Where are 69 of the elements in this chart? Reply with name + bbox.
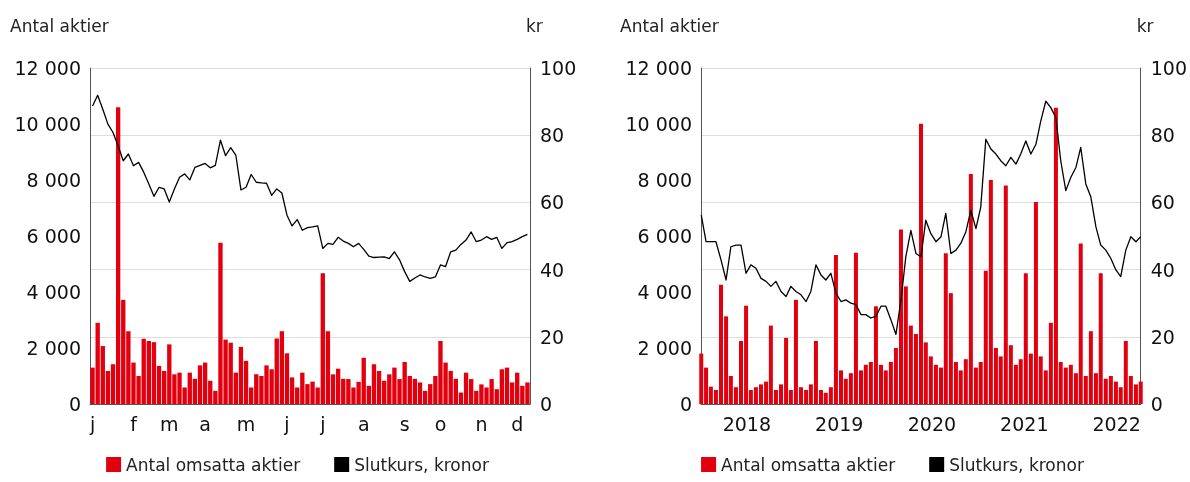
bar <box>151 342 157 404</box>
y-tick-label: 8 000 <box>26 169 81 191</box>
legend-label: Slutkurs, kronor <box>949 454 1084 475</box>
x-tick-label: f <box>130 412 139 435</box>
y2-tick-label: 60 <box>1150 191 1175 214</box>
y2-tick-label: 80 <box>1150 124 1175 147</box>
y2-tick-label: 80 <box>540 124 565 147</box>
y-tick-label: 6 000 <box>637 225 692 247</box>
y-tick-label: 12 000 <box>14 57 81 79</box>
y-tick-label: 8 000 <box>637 169 692 191</box>
y-tick-label: 0 <box>679 393 692 415</box>
y-axis-title: Antal aktier <box>10 15 109 36</box>
bar <box>699 353 704 404</box>
bar <box>115 107 121 404</box>
x-tick-label: 2018 <box>722 412 771 435</box>
bar <box>197 365 203 404</box>
y2-tick-label: 40 <box>540 258 565 281</box>
y-tick-label: 4 000 <box>637 281 692 303</box>
bar <box>499 369 505 404</box>
bar <box>335 368 341 404</box>
x-tick-label: d <box>511 412 524 435</box>
legend-label: Antal omsatta aktier <box>126 454 301 475</box>
y2-tick-label: 100 <box>540 57 577 79</box>
bar <box>412 378 418 404</box>
bar <box>371 364 377 404</box>
x-tick-label: 2021 <box>1000 412 1049 435</box>
y-tick-label: 2 000 <box>637 337 692 359</box>
x-tick-label: a <box>357 412 370 435</box>
y-tick-label: 10 000 <box>625 113 692 135</box>
x-tick-label: 2019 <box>815 412 864 435</box>
y2-tick-label: 0 <box>540 393 553 415</box>
bar <box>417 382 423 404</box>
x-tick-label: o <box>434 412 447 435</box>
x-tick-label: m <box>160 412 179 435</box>
bar <box>463 372 469 404</box>
line-series <box>700 100 1142 336</box>
bar <box>504 367 510 404</box>
bar <box>146 341 152 404</box>
x-tick-label: a <box>199 412 211 435</box>
legend-label: Slutkurs, kronor <box>354 454 489 475</box>
y-tick-label: 2 000 <box>26 337 81 359</box>
y2-axis-title: kr <box>526 15 543 36</box>
x-tick-label: j <box>319 412 326 435</box>
x-tick-label: 2020 <box>907 412 957 435</box>
x-tick-label: s <box>399 412 410 435</box>
y-tick-label: 6 000 <box>26 225 81 247</box>
x-tick-label: 2022 <box>1092 412 1141 435</box>
y2-tick-label: 60 <box>540 191 565 214</box>
line-series <box>91 94 529 283</box>
x-tick-label: m <box>236 412 256 435</box>
y-tick-label: 12 000 <box>625 57 692 79</box>
y-axis-title: Antal aktier <box>620 15 719 36</box>
y2-tick-label: 0 <box>1150 393 1163 415</box>
bar <box>238 346 244 404</box>
y2-tick-label: 20 <box>1150 325 1175 348</box>
y-tick-label: 10 000 <box>14 113 81 135</box>
y2-tick-label: 100 <box>1150 57 1187 79</box>
y2-axis-title: kr <box>1136 15 1154 36</box>
bar <box>1138 381 1143 404</box>
x-tick-label: n <box>475 412 488 435</box>
y2-tick-label: 40 <box>1150 258 1175 281</box>
x-tick-label: j <box>283 412 290 435</box>
y-tick-label: 0 <box>68 393 81 415</box>
bar <box>202 362 208 404</box>
y2-tick-label: 20 <box>540 325 565 348</box>
x-tick-label: j <box>88 412 96 435</box>
legend-label: Antal omsatta aktier <box>721 454 896 475</box>
bar <box>279 331 285 404</box>
y-tick-label: 4 000 <box>26 281 81 303</box>
